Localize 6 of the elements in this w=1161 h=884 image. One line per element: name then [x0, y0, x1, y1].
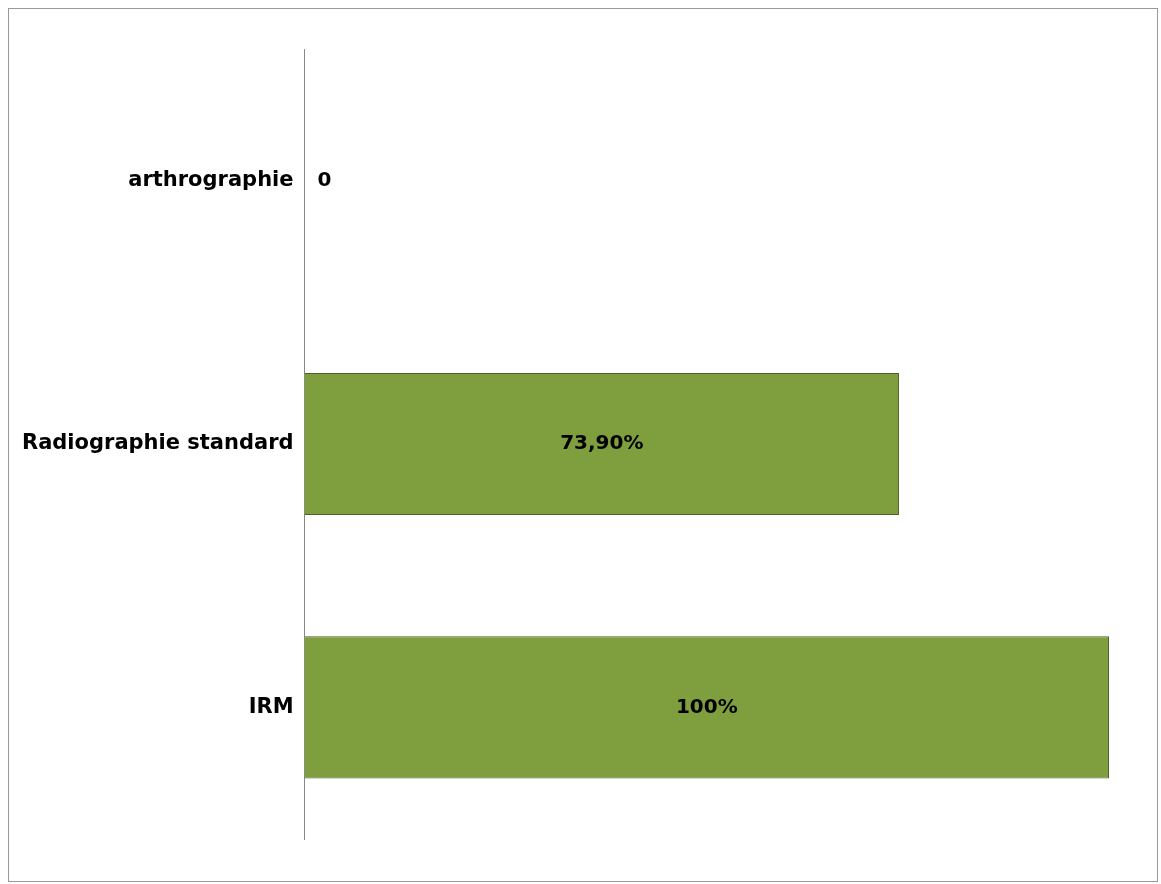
y-tick-label: arthrographie [128, 167, 294, 192]
data-label: 73,90% [560, 430, 644, 455]
y-tick-label: IRM [248, 693, 294, 718]
data-label: 0 [317, 166, 332, 191]
y-tick-label: Radiographie standard [22, 430, 294, 455]
data-label: 100% [675, 693, 738, 718]
